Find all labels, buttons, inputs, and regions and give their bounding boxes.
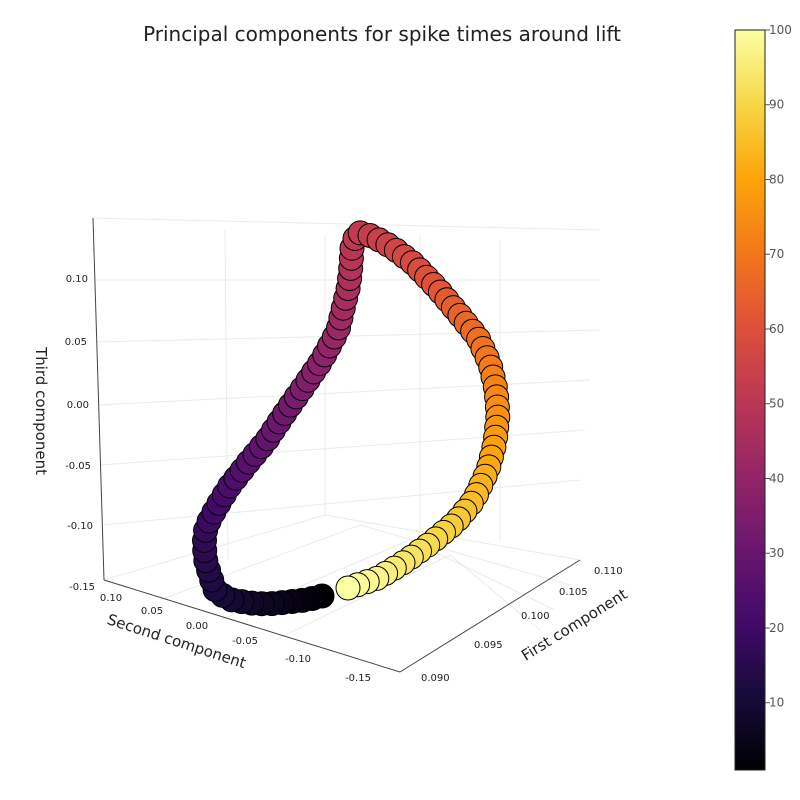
x-tick-label: 0.110 — [594, 566, 623, 577]
grid-back-wall-horizontal — [92, 217, 601, 231]
y-tick-label: -0.15 — [345, 673, 371, 684]
grid-back-wall-horizontal — [97, 379, 591, 406]
z-tick-label: 0.10 — [66, 274, 88, 285]
colorbar-tick-label: 30 — [769, 546, 784, 560]
y-axis-line — [103, 579, 401, 673]
z-tick-labels: 0.10 0.05 0.00 -0.05 -0.10 -0.15 — [65, 274, 95, 593]
colorbar-tick-label: 10 — [769, 696, 784, 710]
z-axis-label: Third component — [32, 346, 50, 475]
z-tick-label: -0.10 — [67, 521, 93, 532]
x-tick-label: 0.105 — [559, 587, 588, 598]
grid-back-wall-horizontal — [99, 429, 586, 466]
z-tick-label: -0.15 — [69, 582, 95, 593]
y-axis-label: Second component — [105, 610, 248, 672]
y-tick-label: -0.10 — [285, 654, 311, 665]
y-tick-labels: 0.10 0.05 0.00 -0.05 -0.10 -0.15 — [100, 593, 371, 684]
x-tick-label: 0.095 — [474, 640, 503, 651]
x-tick-labels: 0.090 0.095 0.100 0.105 0.110 — [421, 566, 623, 684]
scatter-point — [335, 575, 361, 601]
axis-lines — [92, 217, 581, 673]
colorbar-tick-label: 20 — [769, 621, 784, 635]
x-axis-line — [399, 559, 581, 673]
chart-title: Principal components for spike times aro… — [143, 22, 621, 46]
plot-area: 0.10 0.05 0.00 -0.05 -0.10 -0.15 0.10 0.05 0.00… — [32, 217, 631, 684]
colorbar-ticks: 10 20 30 40 50 60 70 80 90 100 — [765, 23, 792, 710]
z-tick-label: -0.05 — [65, 461, 91, 472]
grid-floor-line — [159, 524, 571, 601]
x-tick-label: 0.090 — [421, 673, 450, 684]
colorbar-tick-label: 60 — [769, 322, 784, 336]
colorbar-tick-label: 100 — [769, 23, 792, 37]
colorbar-tick-label: 70 — [769, 247, 784, 261]
data-markers — [192, 220, 511, 617]
y-tick-label: 0.10 — [100, 593, 122, 604]
z-tick-label: 0.05 — [65, 337, 87, 348]
grid-floor-line — [274, 554, 541, 641]
y-tick-label: -0.05 — [232, 636, 258, 647]
z-axis-line — [92, 217, 105, 581]
z-tick-label: 0.00 — [67, 400, 89, 411]
x-tick-label: 0.100 — [521, 611, 550, 622]
colorbar-tick-label: 80 — [769, 172, 784, 186]
colorbar-tick-label: 50 — [769, 397, 784, 411]
y-tick-label: 0.05 — [141, 606, 163, 617]
colorbar: 10 20 30 40 50 60 70 80 90 100 — [734, 23, 792, 771]
colorbar-gradient — [734, 29, 766, 771]
grid-floor-line — [103, 514, 581, 581]
colorbar-tick-label: 40 — [769, 471, 784, 485]
y-tick-label: 0.00 — [186, 621, 208, 632]
colorbar-tick-label: 90 — [769, 98, 784, 112]
